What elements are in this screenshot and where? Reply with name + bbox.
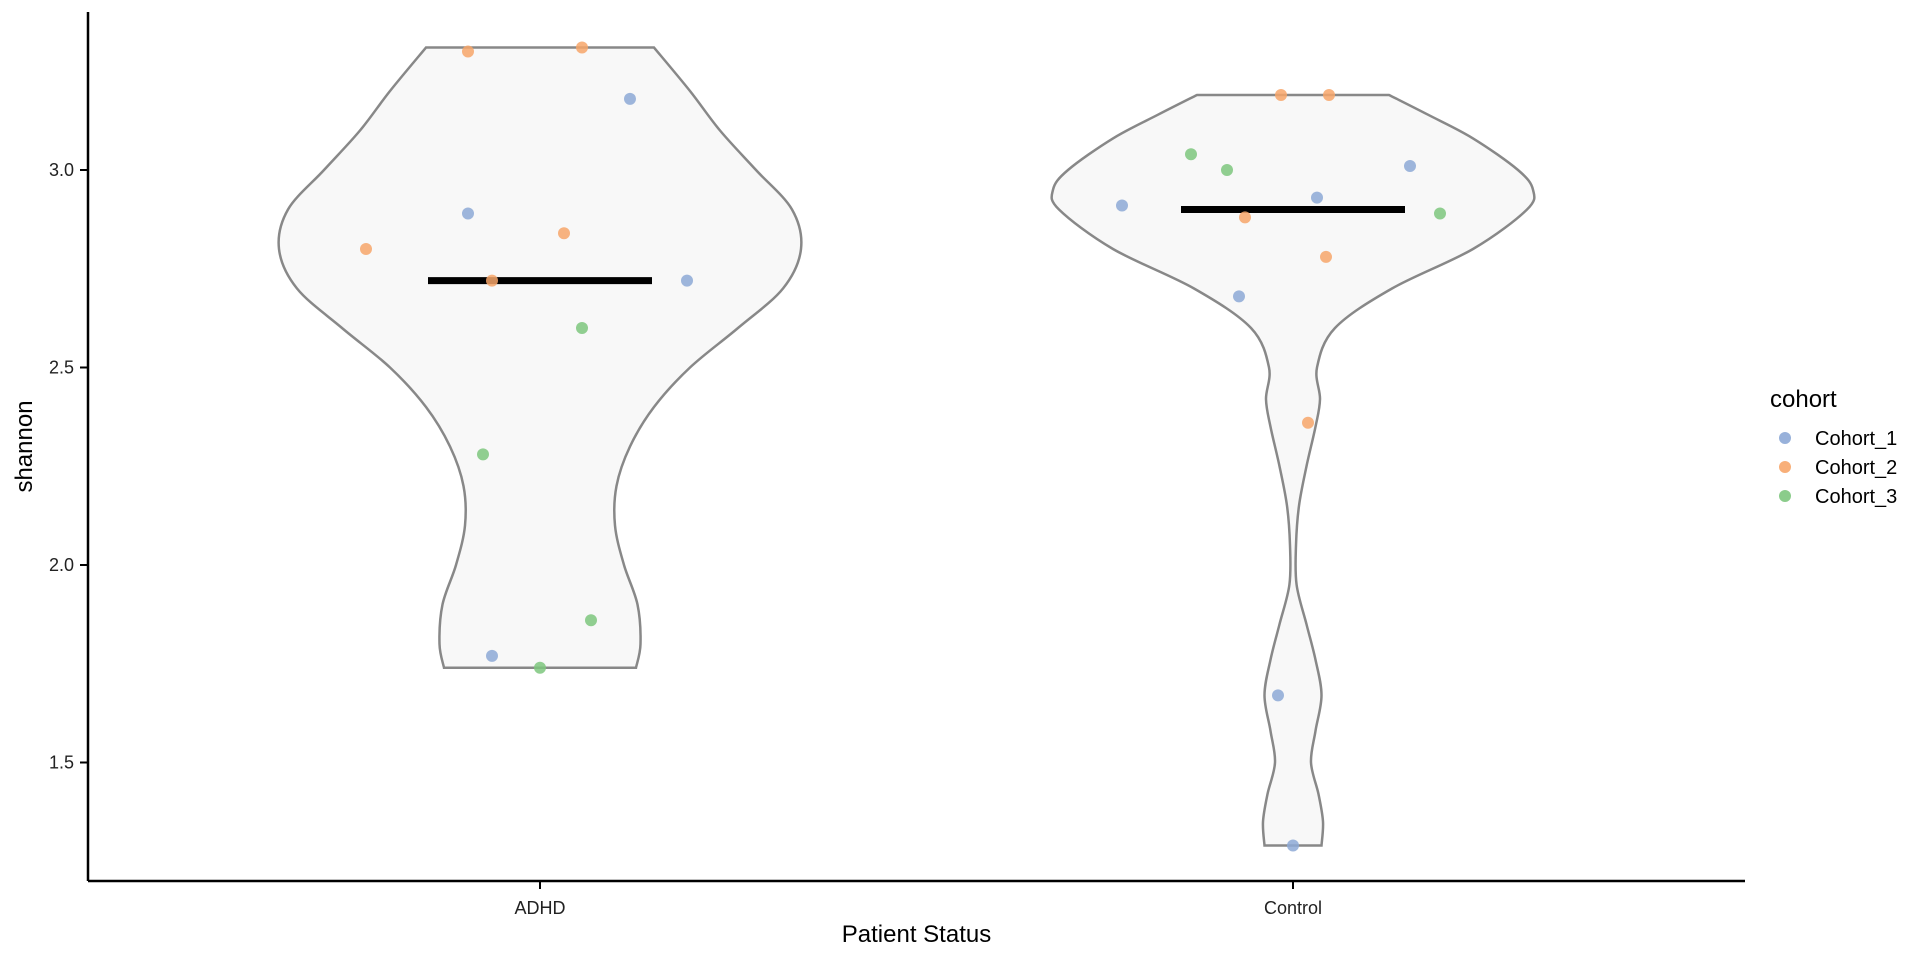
data-point xyxy=(1320,250,1332,263)
legend-swatch xyxy=(1779,490,1791,502)
y-tick-label: 1.5 xyxy=(49,753,74,773)
legend-title: cohort xyxy=(1770,386,1837,413)
data-point xyxy=(534,661,546,674)
axes: 1.52.02.53.0 ADHD Control Patient Status … xyxy=(11,12,1745,948)
legend-label: Cohort_2 xyxy=(1815,457,1897,479)
data-point xyxy=(1185,148,1197,161)
data-point xyxy=(1311,191,1323,204)
data-point xyxy=(1239,211,1251,224)
y-tick-label: 2.5 xyxy=(49,358,74,378)
data-point xyxy=(1272,689,1284,702)
plot-area xyxy=(277,41,1536,852)
data-point xyxy=(462,207,474,220)
data-point xyxy=(576,41,588,54)
data-point xyxy=(486,649,498,662)
data-point xyxy=(1275,88,1287,101)
y-tick-label: 2.0 xyxy=(49,555,74,575)
data-point xyxy=(1434,207,1446,220)
data-point xyxy=(558,227,570,240)
violin-adhd xyxy=(277,46,803,669)
legend-swatch xyxy=(1779,461,1791,473)
data-point xyxy=(1116,199,1128,212)
y-axis-title: shannon xyxy=(11,400,38,492)
data-point xyxy=(360,243,372,255)
y-tick-label: 3.0 xyxy=(49,160,74,180)
legend-swatch xyxy=(1779,432,1791,444)
legend: cohort Cohort_1 Cohort_2 Cohort_3 xyxy=(1770,386,1897,508)
x-tick-label: Control xyxy=(1264,898,1322,918)
data-point xyxy=(1302,416,1314,429)
data-point xyxy=(462,45,474,58)
data-point xyxy=(624,92,636,105)
data-point xyxy=(1404,160,1416,173)
data-point xyxy=(1233,290,1245,303)
x-ticks: ADHD Control xyxy=(514,881,1322,918)
data-point xyxy=(681,274,693,287)
data-point xyxy=(1287,839,1299,852)
data-point xyxy=(1323,88,1335,101)
data-point xyxy=(585,614,597,627)
x-axis-title: Patient Status xyxy=(842,921,991,948)
y-ticks: 1.5 2.0 2.5 3.0 xyxy=(49,160,88,773)
violin-control xyxy=(1050,93,1536,847)
data-point xyxy=(477,448,489,461)
legend-label: Cohort_3 xyxy=(1815,486,1897,508)
data-point xyxy=(486,274,498,287)
data-point xyxy=(576,322,588,334)
data-point xyxy=(1221,164,1233,176)
x-tick-label: ADHD xyxy=(514,898,565,918)
legend-label: Cohort_1 xyxy=(1815,428,1897,450)
